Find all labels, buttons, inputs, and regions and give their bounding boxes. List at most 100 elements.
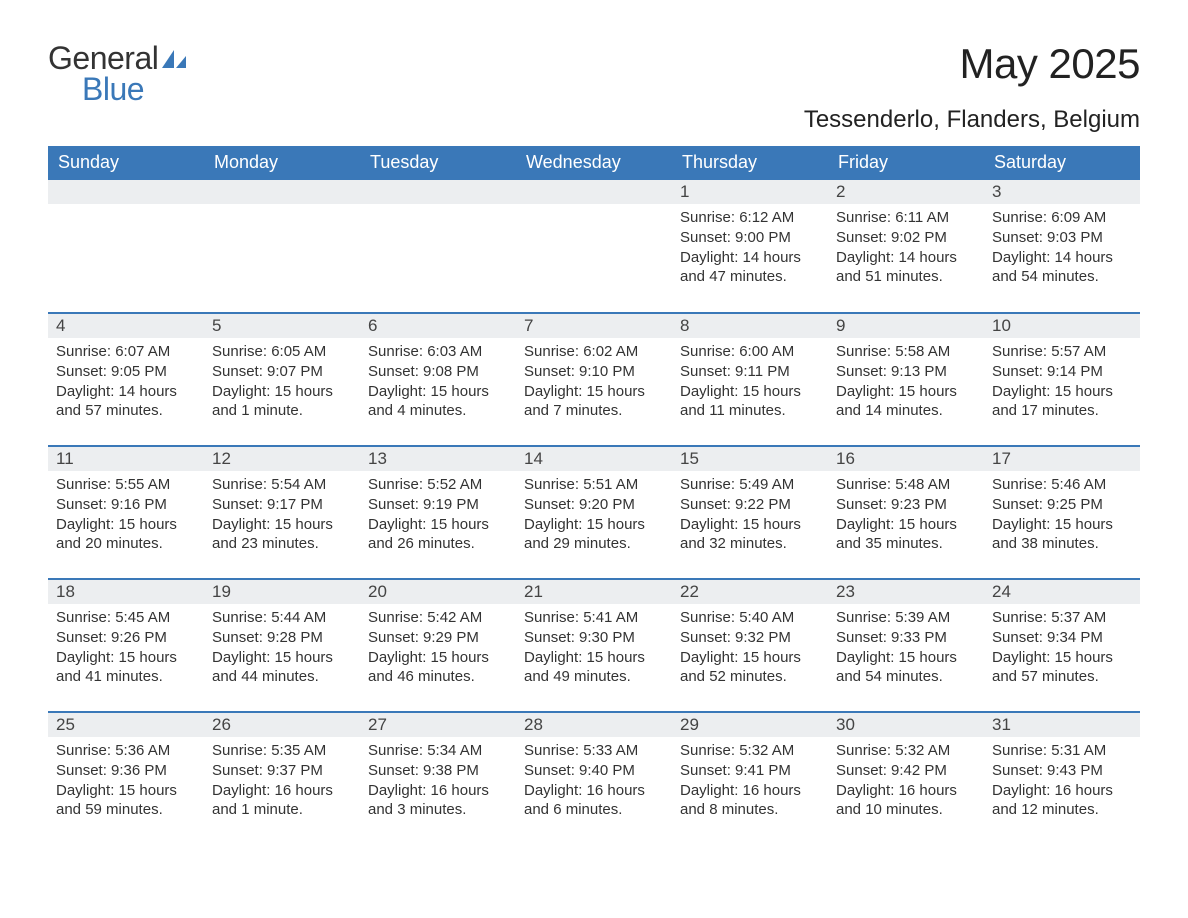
sunrise-text: Sunrise: 5:31 AM [992, 741, 1132, 761]
calendar-cell: 21Sunrise: 5:41 AMSunset: 9:30 PMDayligh… [516, 579, 672, 712]
sunset-text: Sunset: 9:41 PM [680, 761, 820, 781]
calendar-cell: 9Sunrise: 5:58 AMSunset: 9:13 PMDaylight… [828, 313, 984, 446]
calendar-cell: 29Sunrise: 5:32 AMSunset: 9:41 PMDayligh… [672, 712, 828, 845]
sunrise-text: Sunrise: 5:32 AM [680, 741, 820, 761]
calendar-cell: 12Sunrise: 5:54 AMSunset: 9:17 PMDayligh… [204, 446, 360, 579]
sunrise-text: Sunrise: 6:05 AM [212, 342, 352, 362]
calendar-week-row: 1Sunrise: 6:12 AMSunset: 9:00 PMDaylight… [48, 180, 1140, 313]
day-details: Sunrise: 5:35 AMSunset: 9:37 PMDaylight:… [204, 737, 360, 820]
day-number: 4 [48, 314, 204, 338]
daylight-line1: Daylight: 14 hours [56, 382, 196, 402]
sunset-text: Sunset: 9:02 PM [836, 228, 976, 248]
calendar-cell: 10Sunrise: 5:57 AMSunset: 9:14 PMDayligh… [984, 313, 1140, 446]
calendar-cell: 15Sunrise: 5:49 AMSunset: 9:22 PMDayligh… [672, 446, 828, 579]
daylight-line2: and 41 minutes. [56, 667, 196, 687]
sunrise-text: Sunrise: 6:09 AM [992, 208, 1132, 228]
day-details: Sunrise: 5:36 AMSunset: 9:36 PMDaylight:… [48, 737, 204, 820]
day-number: 30 [828, 713, 984, 737]
calendar-cell: 1Sunrise: 6:12 AMSunset: 9:00 PMDaylight… [672, 180, 828, 313]
daylight-line2: and 8 minutes. [680, 800, 820, 820]
daylight-line2: and 29 minutes. [524, 534, 664, 554]
day-number: 31 [984, 713, 1140, 737]
daylight-line1: Daylight: 15 hours [992, 648, 1132, 668]
sunset-text: Sunset: 9:14 PM [992, 362, 1132, 382]
day-number: 10 [984, 314, 1140, 338]
calendar-cell: 28Sunrise: 5:33 AMSunset: 9:40 PMDayligh… [516, 712, 672, 845]
daylight-line1: Daylight: 15 hours [368, 515, 508, 535]
day-details: Sunrise: 6:03 AMSunset: 9:08 PMDaylight:… [360, 338, 516, 421]
sunrise-text: Sunrise: 6:12 AM [680, 208, 820, 228]
dow-wednesday: Wednesday [516, 146, 672, 180]
sunrise-text: Sunrise: 5:37 AM [992, 608, 1132, 628]
day-number: 8 [672, 314, 828, 338]
day-details: Sunrise: 5:49 AMSunset: 9:22 PMDaylight:… [672, 471, 828, 554]
day-number: 9 [828, 314, 984, 338]
calendar-cell [204, 180, 360, 313]
day-details: Sunrise: 5:48 AMSunset: 9:23 PMDaylight:… [828, 471, 984, 554]
day-details: Sunrise: 5:55 AMSunset: 9:16 PMDaylight:… [48, 471, 204, 554]
sunrise-text: Sunrise: 5:41 AM [524, 608, 664, 628]
daylight-line1: Daylight: 15 hours [56, 781, 196, 801]
daylight-line1: Daylight: 16 hours [836, 781, 976, 801]
logo: General Blue [48, 40, 188, 108]
logo-text-blue: Blue [82, 71, 144, 108]
day-of-week-row: Sunday Monday Tuesday Wednesday Thursday… [48, 146, 1140, 180]
sunset-text: Sunset: 9:34 PM [992, 628, 1132, 648]
sunset-text: Sunset: 9:30 PM [524, 628, 664, 648]
daylight-line2: and 14 minutes. [836, 401, 976, 421]
day-number: 6 [360, 314, 516, 338]
daylight-line1: Daylight: 15 hours [368, 648, 508, 668]
sunset-text: Sunset: 9:37 PM [212, 761, 352, 781]
sunrise-text: Sunrise: 6:03 AM [368, 342, 508, 362]
day-number: 3 [984, 180, 1140, 204]
daylight-line2: and 11 minutes. [680, 401, 820, 421]
sunset-text: Sunset: 9:38 PM [368, 761, 508, 781]
sunset-text: Sunset: 9:16 PM [56, 495, 196, 515]
daylight-line1: Daylight: 16 hours [368, 781, 508, 801]
sunrise-text: Sunrise: 5:54 AM [212, 475, 352, 495]
calendar-cell: 2Sunrise: 6:11 AMSunset: 9:02 PMDaylight… [828, 180, 984, 313]
empty-day [360, 180, 516, 204]
day-details: Sunrise: 6:12 AMSunset: 9:00 PMDaylight:… [672, 204, 828, 287]
sunrise-text: Sunrise: 6:07 AM [56, 342, 196, 362]
calendar-cell: 11Sunrise: 5:55 AMSunset: 9:16 PMDayligh… [48, 446, 204, 579]
sunset-text: Sunset: 9:00 PM [680, 228, 820, 248]
day-details: Sunrise: 5:51 AMSunset: 9:20 PMDaylight:… [516, 471, 672, 554]
calendar-cell: 13Sunrise: 5:52 AMSunset: 9:19 PMDayligh… [360, 446, 516, 579]
calendar-cell: 23Sunrise: 5:39 AMSunset: 9:33 PMDayligh… [828, 579, 984, 712]
calendar-cell: 14Sunrise: 5:51 AMSunset: 9:20 PMDayligh… [516, 446, 672, 579]
day-details: Sunrise: 5:45 AMSunset: 9:26 PMDaylight:… [48, 604, 204, 687]
sunrise-text: Sunrise: 5:45 AM [56, 608, 196, 628]
day-details: Sunrise: 5:41 AMSunset: 9:30 PMDaylight:… [516, 604, 672, 687]
sunset-text: Sunset: 9:32 PM [680, 628, 820, 648]
dow-tuesday: Tuesday [360, 146, 516, 180]
sunrise-text: Sunrise: 5:39 AM [836, 608, 976, 628]
sunset-text: Sunset: 9:25 PM [992, 495, 1132, 515]
empty-day [48, 180, 204, 204]
calendar-cell: 18Sunrise: 5:45 AMSunset: 9:26 PMDayligh… [48, 579, 204, 712]
sunset-text: Sunset: 9:29 PM [368, 628, 508, 648]
calendar-cell: 19Sunrise: 5:44 AMSunset: 9:28 PMDayligh… [204, 579, 360, 712]
sunrise-text: Sunrise: 5:46 AM [992, 475, 1132, 495]
sunrise-text: Sunrise: 5:52 AM [368, 475, 508, 495]
daylight-line2: and 51 minutes. [836, 267, 976, 287]
sunset-text: Sunset: 9:05 PM [56, 362, 196, 382]
daylight-line1: Daylight: 15 hours [524, 382, 664, 402]
calendar-cell: 7Sunrise: 6:02 AMSunset: 9:10 PMDaylight… [516, 313, 672, 446]
calendar-week-row: 4Sunrise: 6:07 AMSunset: 9:05 PMDaylight… [48, 313, 1140, 446]
calendar-cell [48, 180, 204, 313]
calendar-cell: 30Sunrise: 5:32 AMSunset: 9:42 PMDayligh… [828, 712, 984, 845]
calendar-cell: 8Sunrise: 6:00 AMSunset: 9:11 PMDaylight… [672, 313, 828, 446]
day-details: Sunrise: 5:42 AMSunset: 9:29 PMDaylight:… [360, 604, 516, 687]
day-details: Sunrise: 6:00 AMSunset: 9:11 PMDaylight:… [672, 338, 828, 421]
day-details: Sunrise: 6:09 AMSunset: 9:03 PMDaylight:… [984, 204, 1140, 287]
day-details: Sunrise: 5:34 AMSunset: 9:38 PMDaylight:… [360, 737, 516, 820]
daylight-line2: and 23 minutes. [212, 534, 352, 554]
sunrise-text: Sunrise: 5:34 AM [368, 741, 508, 761]
daylight-line2: and 57 minutes. [56, 401, 196, 421]
daylight-line1: Daylight: 15 hours [836, 648, 976, 668]
daylight-line1: Daylight: 15 hours [836, 382, 976, 402]
day-number: 20 [360, 580, 516, 604]
daylight-line1: Daylight: 15 hours [524, 648, 664, 668]
sunrise-text: Sunrise: 5:58 AM [836, 342, 976, 362]
